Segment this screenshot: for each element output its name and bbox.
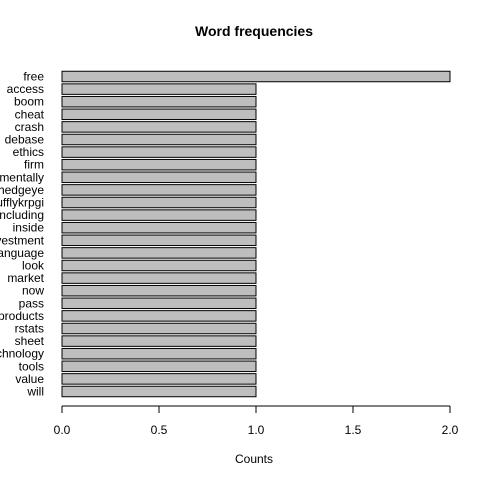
category-label: tools xyxy=(19,359,44,373)
bar-products xyxy=(61,310,257,322)
bar-free xyxy=(61,70,451,83)
bar-firm xyxy=(61,158,257,171)
bar-value xyxy=(61,373,257,385)
chart-title: Word frequencies xyxy=(195,23,313,39)
category-label: market xyxy=(7,271,44,285)
bar-ufflykrpgi xyxy=(61,196,257,209)
category-label: ethics xyxy=(13,145,44,159)
category-label: access xyxy=(7,82,44,96)
bar-vestment xyxy=(61,234,257,247)
bar-inside xyxy=(61,221,257,234)
category-label: including xyxy=(0,208,44,222)
category-label: firm xyxy=(24,158,44,172)
x-tick-label: 0.0 xyxy=(54,423,71,437)
category-label: look xyxy=(22,259,45,273)
bar-boom xyxy=(61,95,257,108)
bar-rstats xyxy=(61,322,257,335)
bar-access xyxy=(61,83,257,95)
bar-ethics xyxy=(61,146,257,158)
category-label: sheet xyxy=(15,334,45,348)
category-label: cheat xyxy=(15,107,45,121)
bar-cheat xyxy=(61,108,257,121)
x-tick-label: 0.5 xyxy=(151,423,168,437)
bar-tools xyxy=(61,360,257,373)
category-label: boom xyxy=(14,95,44,109)
category-label: vestment xyxy=(0,233,45,247)
bar-including xyxy=(61,209,257,221)
x-tick-label: 1.0 xyxy=(248,423,265,437)
category-label: inside xyxy=(13,221,45,235)
bars-group xyxy=(61,70,451,398)
bar-will xyxy=(61,385,257,398)
category-labels: freeaccessboomcheatcrashdebaseethicsfirm… xyxy=(0,70,45,399)
bar-debase xyxy=(61,133,257,146)
category-label: ufflykrpgi xyxy=(0,196,44,210)
category-label: crash xyxy=(15,120,44,134)
x-axis-label: Counts xyxy=(235,452,273,466)
category-label: chnology xyxy=(0,347,44,361)
bar-language xyxy=(61,247,257,259)
bar-sheet xyxy=(61,335,257,347)
x-tick-label: 1.5 xyxy=(345,423,362,437)
category-label: free xyxy=(23,70,44,84)
category-label: pass xyxy=(19,296,44,310)
bar-mentally xyxy=(61,171,257,184)
bar-market xyxy=(61,272,257,284)
bar-now xyxy=(61,284,257,297)
category-label: language xyxy=(0,246,44,260)
bar-crash xyxy=(61,121,257,133)
bar-pass xyxy=(61,297,257,310)
bar-look xyxy=(61,259,257,272)
category-label: rstats xyxy=(15,322,44,336)
x-axis: 0.0 0.5 1.0 1.5 2.0 xyxy=(54,405,459,437)
category-label: value xyxy=(15,372,44,386)
category-label: hedgeye xyxy=(0,183,44,197)
category-label: debase xyxy=(5,133,45,147)
x-tick-label: 2.0 xyxy=(442,423,459,437)
category-label: now xyxy=(22,284,44,298)
category-label: mentally xyxy=(0,170,44,184)
bar-chnology xyxy=(61,347,257,360)
bar-hedgeye xyxy=(61,184,257,196)
category-label: will xyxy=(26,385,44,399)
category-label: products xyxy=(0,309,44,323)
